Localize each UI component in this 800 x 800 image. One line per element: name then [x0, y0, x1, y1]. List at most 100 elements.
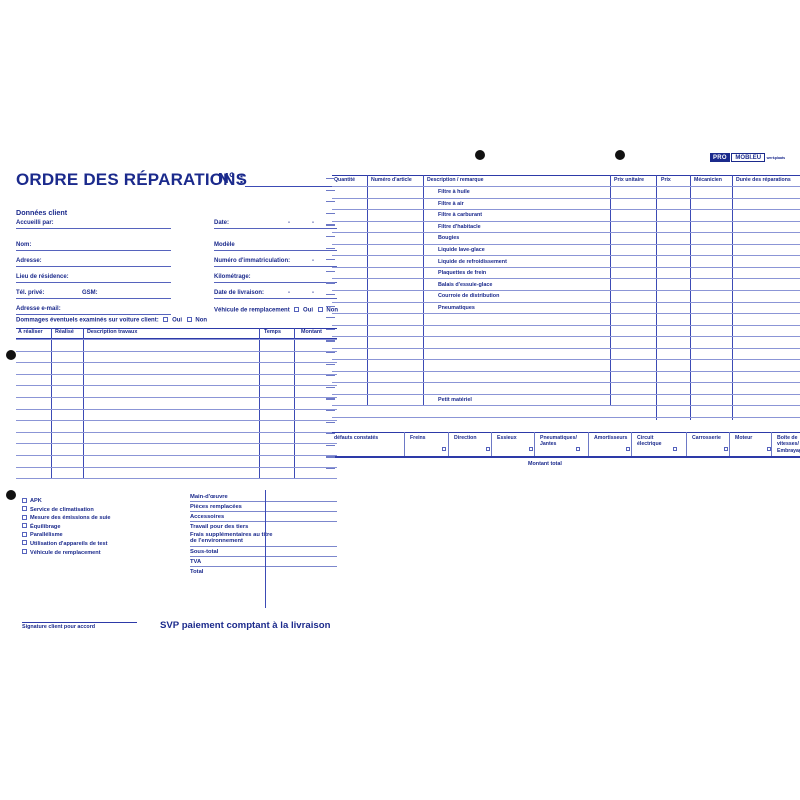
signature-line[interactable] — [22, 622, 137, 623]
parts-table-row-line[interactable] — [332, 347, 800, 349]
parts-table-row-line[interactable] — [332, 232, 800, 234]
total-row-sous-total[interactable]: Sous-total — [190, 547, 337, 557]
parts-item-label: Pneumatiques — [438, 304, 475, 311]
faults-bottom-border — [332, 456, 800, 458]
total-row-travail-tiers[interactable]: Travail pour des tiers — [190, 524, 249, 530]
field-input-adresse[interactable] — [16, 266, 171, 267]
damage-yes-checkbox[interactable] — [163, 317, 169, 322]
parts-table-row-line[interactable] — [332, 197, 800, 199]
parts-table-row-line[interactable] — [332, 209, 800, 211]
perforation-tick — [326, 375, 335, 377]
parts-table-row-line[interactable] — [332, 220, 800, 222]
faults-divider — [631, 432, 632, 456]
parts-table-row-line[interactable] — [332, 405, 800, 407]
total-row-main-doeuvre[interactable]: Main-d'œuvre — [190, 492, 337, 502]
parts-table-row-line[interactable] — [332, 186, 800, 187]
parts-table-row-line[interactable] — [332, 393, 800, 395]
replacement-no-checkbox[interactable] — [317, 307, 323, 312]
checklist-checkbox[interactable] — [22, 514, 27, 520]
checklist-item[interactable]: Équilibrage — [22, 523, 111, 532]
parts-header-prix-unit: Prix unitaire — [614, 177, 644, 183]
total-row-frais-environnement[interactable]: Frais supplémentaires au titre de l'envi… — [190, 532, 337, 547]
work-table-row-line[interactable] — [16, 362, 337, 364]
work-table-row-line[interactable] — [16, 397, 337, 398]
parts-divider-4 — [656, 175, 658, 420]
field-label-modele: Modèle — [214, 242, 235, 248]
fault-checkbox[interactable] — [486, 447, 491, 452]
parts-table-row-line[interactable] — [332, 243, 800, 245]
field-input-accueilli-par[interactable] — [16, 228, 171, 229]
work-table-row-line[interactable] — [16, 466, 337, 468]
fault-checkbox[interactable] — [529, 447, 534, 452]
field-input-modele[interactable] — [214, 250, 337, 251]
checklist-item[interactable]: Mesure des émissions de suie — [22, 514, 111, 523]
fault-label: Boîte de vitesses/ Embrayage — [777, 435, 800, 454]
brand-pro-label: PRO — [710, 153, 730, 162]
checklist-checkbox[interactable] — [22, 540, 27, 546]
field-input-tel-gsm[interactable] — [16, 298, 171, 299]
work-table-row-line[interactable] — [16, 350, 337, 352]
work-table-row-line[interactable] — [16, 420, 337, 422]
work-table-row-line[interactable] — [16, 455, 337, 456]
checklist-checkbox[interactable] — [22, 531, 27, 537]
total-row-pieces[interactable]: Pièces remplacées — [190, 502, 337, 512]
parts-header-description: Description / remarque — [427, 177, 484, 183]
fault-checkbox[interactable] — [724, 447, 729, 452]
perforation-tick — [326, 259, 335, 261]
field-input-kilometrage[interactable] — [214, 282, 337, 283]
checklist-item[interactable]: Parallélisme — [22, 531, 111, 540]
replacement-yes-checkbox[interactable] — [294, 307, 300, 312]
total-row-total[interactable]: Total — [190, 568, 204, 575]
fault-checkbox[interactable] — [442, 447, 447, 452]
work-table-row-line[interactable] — [16, 408, 337, 410]
perforation-tick — [326, 189, 335, 191]
work-table-row-line[interactable] — [16, 373, 337, 375]
work-table-row-line[interactable] — [16, 431, 337, 433]
perforation-tick — [326, 305, 335, 307]
field-input-nom[interactable] — [16, 250, 171, 251]
parts-table-row-line[interactable] — [332, 382, 800, 384]
parts-table-row-line[interactable] — [332, 255, 800, 257]
order-number-input[interactable] — [245, 186, 337, 187]
parts-header-numero: Numéro d'article — [371, 177, 412, 183]
parts-table-row-line[interactable] — [332, 359, 800, 361]
parts-table-row-line[interactable] — [332, 324, 800, 326]
parts-table-row-line[interactable] — [332, 289, 800, 291]
parts-table-row-line[interactable] — [332, 266, 800, 268]
checklist-item[interactable]: Utilisation d'appareils de test — [22, 540, 111, 549]
work-table-row-line[interactable] — [16, 385, 337, 387]
total-row-tva[interactable]: TVA — [190, 557, 337, 567]
checklist-checkbox[interactable] — [22, 523, 27, 529]
checklist-item[interactable]: Service de climatisation — [22, 506, 111, 515]
parts-header-prix: Prix — [661, 177, 671, 183]
checklist-checkbox[interactable] — [22, 549, 27, 555]
work-table-row-line[interactable] — [16, 478, 337, 480]
service-checklist: APK Service de climatisation Mesure des … — [22, 497, 111, 557]
damage-no-checkbox[interactable] — [186, 317, 192, 322]
parts-table-row-line[interactable] — [332, 278, 800, 280]
field-input-immatriculation[interactable] — [214, 266, 337, 267]
field-input-lieu-residence[interactable] — [16, 282, 171, 283]
checklist-checkbox[interactable] — [22, 506, 27, 512]
checklist-checkbox[interactable] — [22, 497, 27, 503]
field-input-email[interactable] — [16, 314, 171, 315]
parts-table-row-line[interactable] — [332, 301, 800, 303]
parts-table-row-line[interactable] — [332, 417, 800, 418]
work-table-row-line[interactable] — [16, 339, 337, 340]
fault-checkbox[interactable] — [576, 447, 581, 452]
checklist-item[interactable]: APK — [22, 497, 111, 506]
fault-checkbox[interactable] — [626, 447, 631, 452]
fault-checkbox[interactable] — [767, 447, 772, 452]
fault-checkbox[interactable] — [673, 447, 678, 452]
field-input-date[interactable] — [214, 228, 337, 229]
work-table-row-line[interactable] — [16, 443, 337, 445]
field-label-nom: Nom: — [16, 242, 32, 248]
field-input-date-livraison[interactable] — [214, 298, 337, 299]
parts-table-row-line[interactable] — [332, 336, 800, 338]
field-label-lieu-residence: Lieu de résidence: — [16, 274, 69, 280]
parts-table-row-line[interactable] — [332, 370, 800, 372]
checklist-item[interactable]: Véhicule de remplacement — [22, 549, 111, 558]
parts-table-row-line[interactable] — [332, 313, 800, 315]
checklist-label: Parallélisme — [30, 532, 63, 539]
total-row-accessoires[interactable]: Accessoires — [190, 512, 337, 522]
